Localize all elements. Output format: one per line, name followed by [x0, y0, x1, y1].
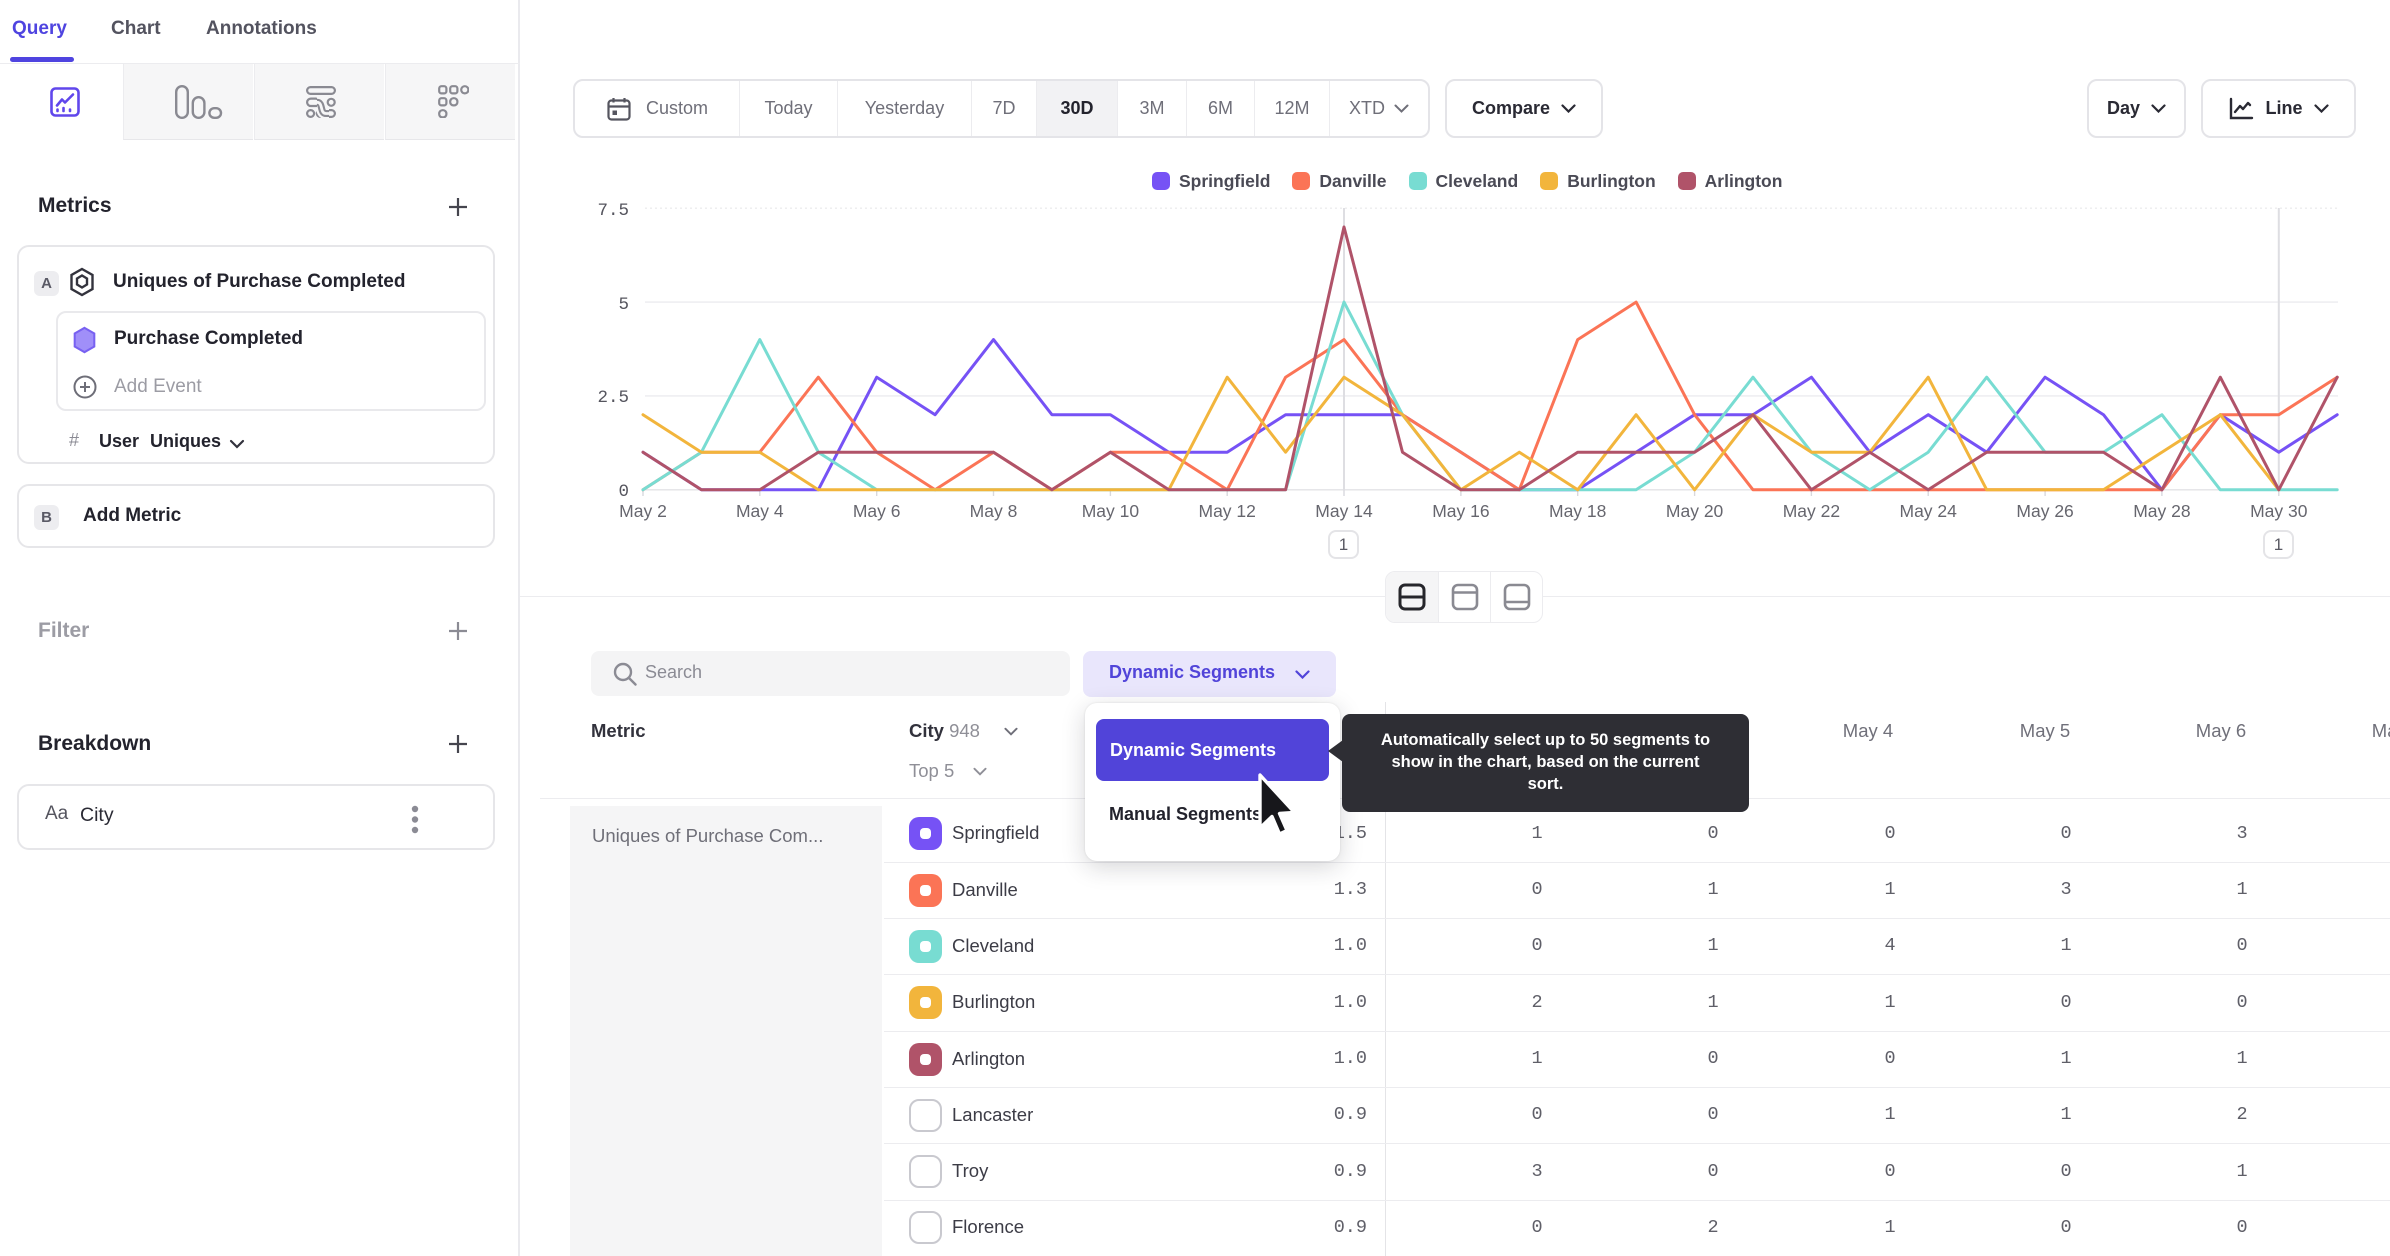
svg-text:0: 0 — [618, 482, 629, 502]
svg-text:May 18: May 18 — [1549, 501, 1606, 521]
svg-text:May 22: May 22 — [1783, 501, 1840, 521]
svg-text:May 14: May 14 — [1315, 501, 1373, 521]
svg-text:May 20: May 20 — [1666, 501, 1724, 521]
svg-text:May 30: May 30 — [2250, 501, 2308, 521]
svg-text:May 6: May 6 — [853, 501, 901, 521]
svg-text:May 10: May 10 — [1082, 501, 1140, 521]
svg-text:7.5: 7.5 — [597, 201, 629, 221]
svg-text:May 8: May 8 — [970, 501, 1018, 521]
svg-text:May 24: May 24 — [1900, 501, 1958, 521]
svg-text:May 4: May 4 — [736, 501, 784, 521]
svg-text:5: 5 — [618, 295, 629, 315]
svg-text:May 16: May 16 — [1432, 501, 1489, 521]
svg-text:2.5: 2.5 — [597, 388, 629, 408]
svg-text:May 2: May 2 — [619, 501, 667, 521]
svg-text:May 12: May 12 — [1199, 501, 1256, 521]
svg-text:May 28: May 28 — [2133, 501, 2190, 521]
svg-text:May 26: May 26 — [2016, 501, 2073, 521]
